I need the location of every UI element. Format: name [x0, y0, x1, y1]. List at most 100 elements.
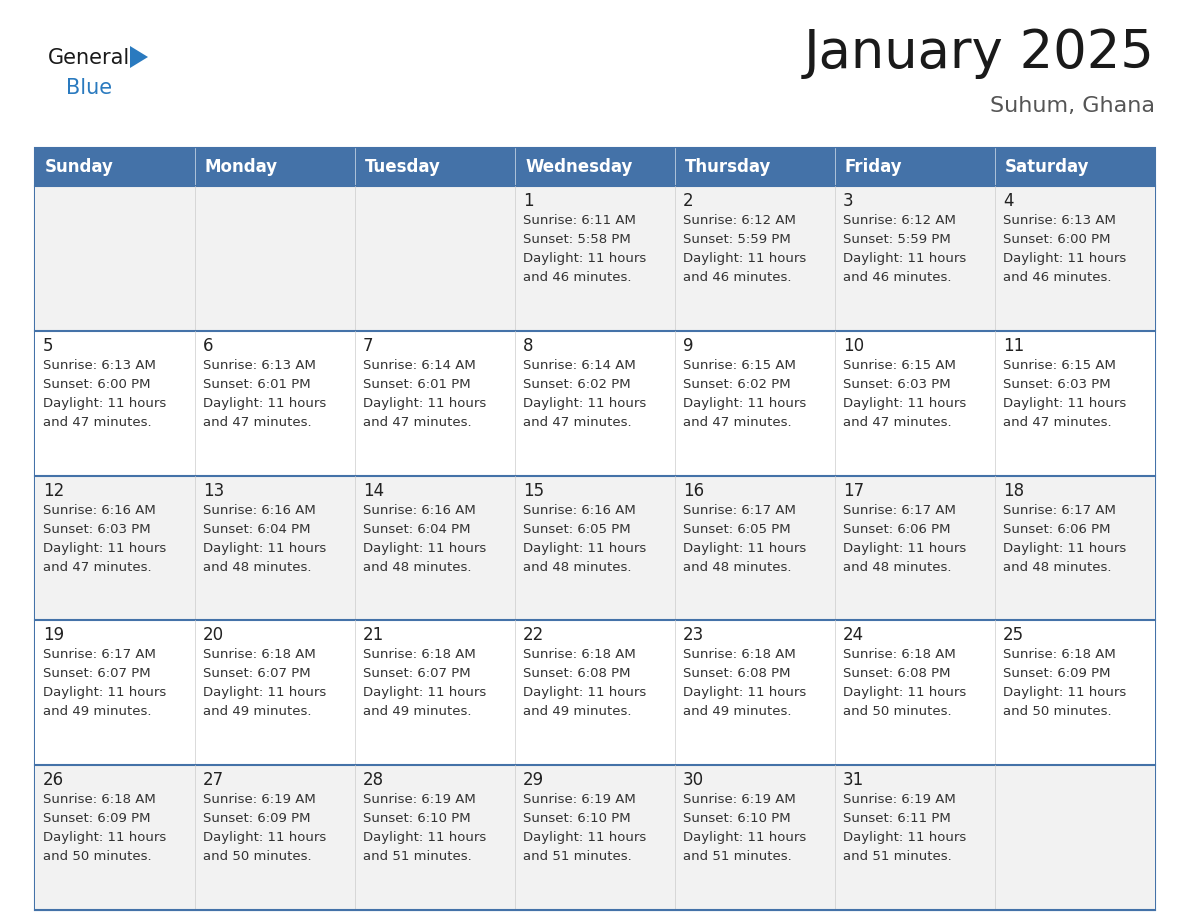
Text: and 51 minutes.: and 51 minutes.: [364, 850, 472, 863]
Text: Daylight: 11 hours: Daylight: 11 hours: [683, 687, 807, 700]
Text: Daylight: 11 hours: Daylight: 11 hours: [523, 252, 646, 265]
Text: 16: 16: [683, 482, 704, 499]
Bar: [34, 186, 1155, 330]
Text: 13: 13: [203, 482, 225, 499]
Text: 20: 20: [203, 626, 225, 644]
Text: 25: 25: [1003, 626, 1024, 644]
Text: Sunset: 6:01 PM: Sunset: 6:01 PM: [203, 378, 310, 391]
Text: Blue: Blue: [67, 78, 112, 98]
Text: Sunrise: 6:16 AM: Sunrise: 6:16 AM: [523, 504, 636, 517]
Text: Sunrise: 6:18 AM: Sunrise: 6:18 AM: [683, 648, 796, 661]
Text: Daylight: 11 hours: Daylight: 11 hours: [1003, 542, 1126, 554]
Text: 26: 26: [43, 771, 64, 789]
Text: and 50 minutes.: and 50 minutes.: [843, 705, 952, 719]
Text: 8: 8: [523, 337, 533, 354]
Text: Sunset: 5:59 PM: Sunset: 5:59 PM: [843, 233, 950, 246]
Text: Sunrise: 6:17 AM: Sunrise: 6:17 AM: [43, 648, 156, 661]
Text: Sunrise: 6:15 AM: Sunrise: 6:15 AM: [1003, 359, 1116, 372]
Text: 6: 6: [203, 337, 214, 354]
Text: Sunset: 6:06 PM: Sunset: 6:06 PM: [1003, 522, 1111, 535]
Text: and 47 minutes.: and 47 minutes.: [683, 416, 791, 429]
Text: Sunset: 6:07 PM: Sunset: 6:07 PM: [364, 667, 470, 680]
Text: Daylight: 11 hours: Daylight: 11 hours: [843, 252, 966, 265]
Bar: [34, 621, 1155, 766]
Text: Sunrise: 6:19 AM: Sunrise: 6:19 AM: [523, 793, 636, 806]
Text: Sunset: 6:07 PM: Sunset: 6:07 PM: [43, 667, 151, 680]
Text: Sunrise: 6:19 AM: Sunrise: 6:19 AM: [683, 793, 796, 806]
Text: and 51 minutes.: and 51 minutes.: [683, 850, 791, 863]
Text: Wednesday: Wednesday: [525, 158, 632, 176]
Text: and 50 minutes.: and 50 minutes.: [43, 850, 152, 863]
Text: and 50 minutes.: and 50 minutes.: [203, 850, 311, 863]
Text: Daylight: 11 hours: Daylight: 11 hours: [1003, 397, 1126, 409]
Text: 17: 17: [843, 482, 864, 499]
Text: 15: 15: [523, 482, 544, 499]
Text: 24: 24: [843, 626, 864, 644]
Text: 4: 4: [1003, 192, 1013, 210]
Text: and 47 minutes.: and 47 minutes.: [523, 416, 632, 429]
Text: Daylight: 11 hours: Daylight: 11 hours: [683, 397, 807, 409]
Text: 10: 10: [843, 337, 864, 354]
Text: Suhum, Ghana: Suhum, Ghana: [990, 96, 1155, 116]
Text: Sunset: 6:10 PM: Sunset: 6:10 PM: [364, 812, 470, 825]
Text: Sunrise: 6:14 AM: Sunrise: 6:14 AM: [364, 359, 475, 372]
Text: Sunrise: 6:15 AM: Sunrise: 6:15 AM: [683, 359, 796, 372]
Text: 12: 12: [43, 482, 64, 499]
Text: and 47 minutes.: and 47 minutes.: [1003, 416, 1112, 429]
Text: and 48 minutes.: and 48 minutes.: [364, 561, 472, 574]
Text: Sunrise: 6:19 AM: Sunrise: 6:19 AM: [203, 793, 316, 806]
Text: and 49 minutes.: and 49 minutes.: [364, 705, 472, 719]
Text: and 47 minutes.: and 47 minutes.: [203, 416, 311, 429]
Text: Sunset: 6:00 PM: Sunset: 6:00 PM: [1003, 233, 1111, 246]
Text: Sunday: Sunday: [45, 158, 114, 176]
Text: and 49 minutes.: and 49 minutes.: [203, 705, 311, 719]
Text: Sunset: 6:06 PM: Sunset: 6:06 PM: [843, 522, 950, 535]
Bar: [34, 148, 1155, 910]
Text: Sunset: 6:03 PM: Sunset: 6:03 PM: [843, 378, 950, 391]
Text: and 48 minutes.: and 48 minutes.: [683, 561, 791, 574]
Text: Daylight: 11 hours: Daylight: 11 hours: [364, 397, 486, 409]
Text: 7: 7: [364, 337, 373, 354]
Text: Daylight: 11 hours: Daylight: 11 hours: [43, 831, 166, 845]
Text: Saturday: Saturday: [1005, 158, 1089, 176]
Text: Sunset: 6:05 PM: Sunset: 6:05 PM: [683, 522, 791, 535]
Text: Sunset: 6:02 PM: Sunset: 6:02 PM: [683, 378, 791, 391]
Text: Daylight: 11 hours: Daylight: 11 hours: [683, 831, 807, 845]
Text: 28: 28: [364, 771, 384, 789]
Text: Sunrise: 6:15 AM: Sunrise: 6:15 AM: [843, 359, 956, 372]
Text: Sunset: 6:09 PM: Sunset: 6:09 PM: [43, 812, 151, 825]
Text: Daylight: 11 hours: Daylight: 11 hours: [364, 542, 486, 554]
Polygon shape: [129, 46, 148, 68]
Text: and 48 minutes.: and 48 minutes.: [843, 561, 952, 574]
Text: 11: 11: [1003, 337, 1024, 354]
Text: Daylight: 11 hours: Daylight: 11 hours: [1003, 687, 1126, 700]
Text: Daylight: 11 hours: Daylight: 11 hours: [843, 687, 966, 700]
Text: Sunrise: 6:18 AM: Sunrise: 6:18 AM: [203, 648, 316, 661]
Text: 18: 18: [1003, 482, 1024, 499]
Text: Sunrise: 6:16 AM: Sunrise: 6:16 AM: [43, 504, 156, 517]
Text: and 49 minutes.: and 49 minutes.: [43, 705, 152, 719]
Text: Daylight: 11 hours: Daylight: 11 hours: [683, 252, 807, 265]
Text: Sunset: 6:03 PM: Sunset: 6:03 PM: [43, 522, 151, 535]
Text: 23: 23: [683, 626, 704, 644]
Bar: [34, 148, 1155, 186]
Text: Sunset: 5:58 PM: Sunset: 5:58 PM: [523, 233, 631, 246]
Text: 14: 14: [364, 482, 384, 499]
Text: Sunrise: 6:18 AM: Sunrise: 6:18 AM: [843, 648, 956, 661]
Text: Daylight: 11 hours: Daylight: 11 hours: [523, 542, 646, 554]
Text: Sunrise: 6:16 AM: Sunrise: 6:16 AM: [203, 504, 316, 517]
Text: Daylight: 11 hours: Daylight: 11 hours: [1003, 252, 1126, 265]
Text: Tuesday: Tuesday: [365, 158, 441, 176]
Text: and 47 minutes.: and 47 minutes.: [43, 561, 152, 574]
Text: Sunset: 6:08 PM: Sunset: 6:08 PM: [683, 667, 790, 680]
Text: and 46 minutes.: and 46 minutes.: [523, 271, 632, 284]
Text: Sunrise: 6:12 AM: Sunrise: 6:12 AM: [683, 214, 796, 227]
Text: 19: 19: [43, 626, 64, 644]
Text: and 48 minutes.: and 48 minutes.: [1003, 561, 1112, 574]
Text: Sunrise: 6:14 AM: Sunrise: 6:14 AM: [523, 359, 636, 372]
Text: Daylight: 11 hours: Daylight: 11 hours: [203, 542, 327, 554]
Text: Sunset: 6:05 PM: Sunset: 6:05 PM: [523, 522, 631, 535]
Text: Sunrise: 6:18 AM: Sunrise: 6:18 AM: [364, 648, 475, 661]
Text: Sunset: 6:10 PM: Sunset: 6:10 PM: [523, 812, 631, 825]
Text: and 46 minutes.: and 46 minutes.: [843, 271, 952, 284]
